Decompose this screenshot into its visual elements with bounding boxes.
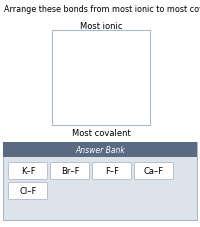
Text: Answer Bank: Answer Bank [75, 145, 125, 154]
Text: Br–F: Br–F [61, 167, 79, 176]
Text: Most covalent: Most covalent [72, 128, 130, 137]
FancyBboxPatch shape [134, 163, 174, 180]
Text: F–F: F–F [105, 167, 119, 176]
Text: K–F: K–F [21, 167, 35, 176]
FancyBboxPatch shape [92, 163, 132, 180]
Text: Ca–F: Ca–F [144, 167, 164, 176]
Text: Arrange these bonds from most ionic to most covalent in character.: Arrange these bonds from most ionic to m… [4, 5, 200, 14]
FancyBboxPatch shape [50, 163, 90, 180]
FancyBboxPatch shape [52, 31, 150, 126]
Text: Cl–F: Cl–F [19, 187, 37, 196]
Text: Most ionic: Most ionic [80, 22, 122, 31]
FancyBboxPatch shape [8, 163, 48, 180]
FancyBboxPatch shape [3, 142, 197, 157]
FancyBboxPatch shape [8, 183, 48, 200]
FancyBboxPatch shape [3, 142, 197, 220]
